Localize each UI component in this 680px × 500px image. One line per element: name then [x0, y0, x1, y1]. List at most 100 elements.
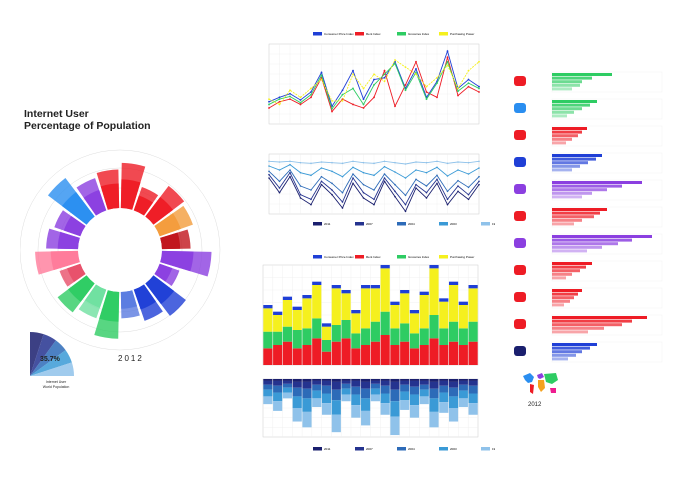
data-point: [383, 173, 386, 175]
data-point: [383, 177, 386, 179]
stacked-bar-segment: [390, 305, 400, 329]
stacked-bar-segment: [419, 396, 429, 405]
stacked-bar-segment: [409, 379, 420, 381]
stacked-bar-segment: [400, 323, 410, 342]
radial-ring-1: [37, 167, 203, 333]
data-point: [373, 96, 375, 99]
country-bar: [552, 222, 574, 226]
data-point: [352, 182, 354, 185]
stacked-bar-segment: [390, 345, 400, 365]
data-point: [331, 189, 333, 191]
data-point: [415, 60, 417, 63]
stacked-bar-segment: [312, 318, 322, 339]
data-point: [289, 169, 291, 171]
stacked-bar-segment: [263, 379, 273, 381]
legend-label: 1995: [492, 447, 495, 451]
legend-label: 2004: [408, 447, 415, 451]
stacked-bar-segment: [370, 288, 380, 322]
country-bar: [552, 168, 572, 172]
country-bar: [552, 208, 607, 211]
stacked-bar-segment: [312, 380, 322, 385]
stacked-bar-segment: [380, 393, 390, 404]
data-point: [478, 60, 480, 63]
data-point: [404, 177, 407, 179]
fan-slice: [30, 362, 74, 376]
data-point: [373, 189, 375, 191]
stacked-bar-segment: [409, 386, 420, 395]
data-point: [352, 87, 354, 90]
stacked-bar-segment: [321, 380, 332, 386]
stacked-bar-segment: [448, 285, 459, 322]
stacked-bar-segment: [292, 310, 302, 330]
stacked-bar-segment: [390, 328, 400, 345]
data-point: [467, 69, 470, 72]
radial-bar-inner: [120, 290, 138, 309]
data-point: [320, 183, 323, 186]
data-point: [352, 173, 354, 175]
data-point: [436, 82, 438, 85]
legend-label: Consumer Price Index: [324, 32, 354, 36]
stacked-bar-segment: [341, 394, 351, 402]
data-point: [268, 165, 270, 167]
fan-slice: [30, 332, 44, 376]
data-point: [299, 171, 302, 174]
stacked-bar-segment: [468, 393, 478, 404]
country-bar: [552, 218, 582, 222]
stacked-bar-segment: [409, 348, 420, 365]
legend-swatch: [439, 255, 448, 259]
stacked-bar-segment: [380, 268, 390, 312]
stacked-bar-segment: [302, 388, 312, 399]
data-point: [331, 99, 333, 102]
stacked-bar-segment: [282, 387, 293, 393]
stacked-bar-segment: [409, 310, 420, 314]
stacked-bar-segment: [439, 380, 449, 386]
data-point: [289, 175, 291, 178]
stacked-bar-segment: [361, 285, 371, 289]
data-point: [331, 161, 333, 164]
data-point: [331, 107, 333, 110]
country-bar: [552, 319, 632, 323]
country-icon: [514, 265, 526, 275]
legend-label: 2004: [408, 222, 415, 226]
stacked-bar-segment: [370, 383, 380, 389]
legend-label: 2007: [366, 447, 373, 451]
data-point: [415, 169, 417, 171]
data-point: [436, 178, 438, 181]
stacked-bar-segment: [429, 388, 439, 399]
stacked-bar-segment: [302, 381, 312, 389]
stacked-bar-segment: [361, 345, 371, 365]
stacked-bar-segment: [263, 380, 273, 385]
stacked-bar-segment: [458, 379, 468, 381]
data-point: [362, 87, 365, 90]
stacked-bar-segment: [351, 386, 361, 395]
stacked-bar-segment: [292, 379, 302, 382]
title-line-2: Percentage of Population: [24, 120, 151, 132]
stacked-bar-segment: [273, 385, 283, 393]
data-point: [352, 69, 354, 72]
country-bar: [552, 100, 597, 103]
legend-swatch: [313, 447, 322, 451]
stacked-bar-segment: [321, 379, 332, 381]
stacked-bar-segment: [448, 321, 459, 342]
stacked-bar-segment: [419, 389, 429, 397]
data-point: [415, 161, 417, 163]
stacked-bar-segment: [282, 383, 293, 388]
legend-label: 2011: [324, 447, 331, 451]
country-bar: [552, 87, 572, 91]
data-point: [278, 100, 281, 103]
data-point: [373, 203, 375, 206]
stacked-bar-segment: [429, 411, 439, 428]
stacked-bar-segment: [380, 379, 390, 381]
data-point: [352, 73, 354, 76]
stacked-bar-segment: [439, 402, 449, 413]
data-point: [415, 187, 417, 189]
country-icon: [514, 103, 526, 113]
stacked-bar-segment: [458, 345, 468, 365]
stacked-bar-segment: [302, 345, 312, 365]
fan-slice: [30, 334, 56, 376]
data-point: [299, 185, 302, 187]
stacked-bar-segment: [302, 328, 312, 345]
data-point: [446, 50, 449, 53]
data-point: [362, 103, 365, 106]
data-point: [373, 73, 375, 76]
